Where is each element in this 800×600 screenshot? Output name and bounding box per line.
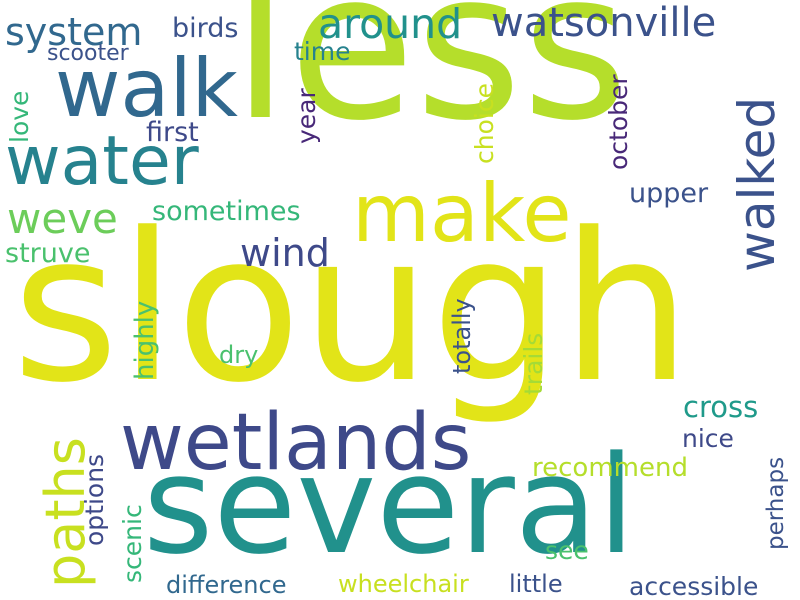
word-scooter: scooter xyxy=(47,41,130,66)
word-wheelchair: wheelchair xyxy=(338,570,469,598)
word-perhaps: perhaps xyxy=(763,457,789,550)
word-system: system xyxy=(5,10,142,54)
word-several: several xyxy=(143,427,635,584)
word-nice: nice xyxy=(682,424,734,453)
word-watsonville: watsonville xyxy=(491,0,716,46)
word-around: around xyxy=(318,0,462,48)
word-choice: choice xyxy=(470,83,499,164)
word-birds: birds xyxy=(172,13,238,44)
word-struve: struve xyxy=(5,238,90,269)
word-october: october xyxy=(604,74,633,170)
word-less: less xyxy=(232,0,629,166)
word-love: love xyxy=(5,91,34,143)
word-wind: wind xyxy=(240,231,330,275)
word-wetlands: wetlands xyxy=(120,398,471,488)
word-upper: upper xyxy=(629,178,709,209)
word-highly: highly xyxy=(130,301,160,380)
word-paths: paths xyxy=(34,437,97,588)
word-totally: totally xyxy=(448,298,476,374)
word-water: water xyxy=(5,122,199,201)
word-dry: dry xyxy=(219,341,258,369)
word-cross: cross xyxy=(683,390,758,424)
word-make: make xyxy=(352,167,572,260)
word-see: see xyxy=(545,536,589,565)
word-little: little xyxy=(509,570,563,598)
word-first: first xyxy=(146,117,199,148)
word-recommend: recommend xyxy=(532,453,688,483)
word-accessible: accessible xyxy=(629,572,758,600)
word-time: time xyxy=(294,37,350,66)
word-options: options xyxy=(80,454,109,546)
word-walked: walked xyxy=(728,97,786,272)
word-weve: weve xyxy=(7,194,118,243)
word-slough: slough xyxy=(12,190,691,428)
word-trails: trails xyxy=(519,333,548,395)
word-sometimes: sometimes xyxy=(152,196,301,227)
word-difference: difference xyxy=(166,571,286,599)
word-scenic: scenic xyxy=(118,504,147,583)
word-year: year xyxy=(292,88,321,144)
word-walk: walk xyxy=(55,42,239,135)
